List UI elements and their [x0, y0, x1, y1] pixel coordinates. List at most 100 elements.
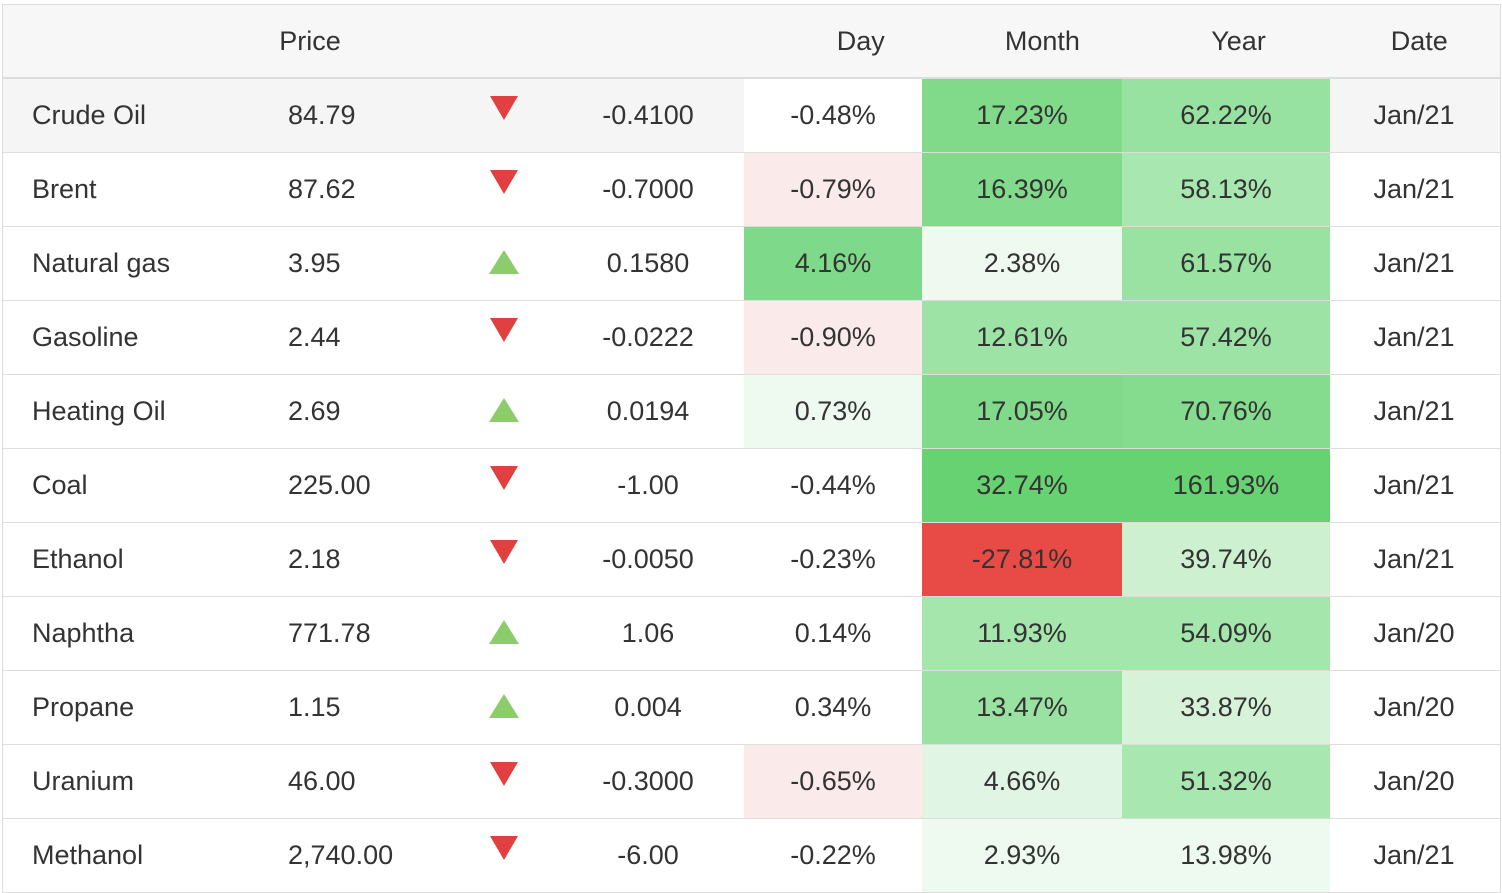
header-year[interactable]: Year	[1211, 25, 1266, 56]
price-cell: 771.78	[288, 618, 371, 648]
price-cell: 87.62	[288, 174, 356, 204]
date-cell: Jan/20	[1373, 618, 1455, 648]
table-row[interactable]: Brent 87.62 -0.7000 -0.79% 16.39% 58.13% Jan/2…	[3, 153, 1500, 227]
commodity-name-link[interactable]: Methanol	[32, 840, 144, 870]
day-change-cell: 4.16%	[744, 227, 922, 300]
arrow-down-icon	[490, 761, 518, 786]
day-change-cell: -0.79%	[744, 153, 922, 226]
table-row[interactable]: Naphtha 771.78 1.06 0.14% 11.93% 54.09% Jan/20	[3, 597, 1500, 671]
header-change	[497, 5, 775, 77]
price-cell: 2.69	[288, 396, 341, 426]
table-row[interactable]: Coal 225.00 -1.00 -0.44% 32.74% 161.93% Jan/21	[3, 449, 1500, 523]
day-change-cell: -0.90%	[744, 301, 922, 374]
year-change-cell: 57.42%	[1122, 301, 1330, 374]
direction-cell	[456, 597, 552, 670]
year-change-cell: 13.98%	[1122, 819, 1330, 892]
header-day[interactable]: Day	[836, 25, 885, 56]
change-cell: -0.4100	[602, 100, 694, 130]
arrow-up-icon	[489, 619, 519, 644]
arrow-up-icon	[489, 397, 519, 422]
direction-cell	[456, 227, 552, 300]
table-row[interactable]: Natural gas 3.95 0.1580 4.16% 2.38% 61.57% Jan…	[3, 227, 1500, 301]
arrow-down-icon	[490, 835, 518, 860]
commodity-name-link[interactable]: Crude Oil	[32, 100, 147, 130]
direction-cell	[456, 671, 552, 744]
commodity-name-link[interactable]: Heating Oil	[32, 396, 166, 426]
table-row[interactable]: Ethanol 2.18 -0.0050 -0.23% -27.81% 39.74% Jan…	[3, 523, 1500, 597]
change-cell: -1.00	[617, 470, 679, 500]
change-cell: 0.1580	[606, 248, 690, 278]
arrow-down-icon	[490, 539, 518, 564]
price-cell: 3.95	[288, 248, 341, 278]
header-month[interactable]: Month	[1004, 25, 1080, 56]
date-cell: Jan/21	[1373, 396, 1455, 426]
table-body: Crude Oil 84.79 -0.4100 -0.48% 17.23% 62.22% J…	[3, 79, 1500, 893]
table-row[interactable]: Methanol 2,740.00 -6.00 -0.22% 2.93% 13.98% Ja…	[3, 819, 1500, 893]
commodity-name-link[interactable]: Gasoline	[32, 322, 139, 352]
table-row[interactable]: Heating Oil 2.69 0.0194 0.73% 17.05% 70.76% Ja…	[3, 375, 1500, 449]
change-cell: -0.0050	[602, 544, 694, 574]
commodities-table: Price Day Month Year Date Crude Oil 84.79…	[2, 4, 1501, 893]
commodity-name-link[interactable]: Uranium	[32, 766, 135, 796]
month-change-cell: 17.23%	[922, 79, 1122, 152]
day-change-cell: 0.73%	[744, 375, 922, 448]
arrow-up-icon	[489, 249, 519, 274]
month-change-cell: 4.66%	[922, 745, 1122, 818]
price-cell: 2.18	[288, 544, 341, 574]
date-cell: Jan/21	[1373, 174, 1455, 204]
direction-cell	[456, 819, 552, 892]
year-change-cell: 39.74%	[1122, 523, 1330, 596]
header-date[interactable]: Date	[1390, 25, 1448, 56]
direction-cell	[456, 449, 552, 522]
year-change-cell: 54.09%	[1122, 597, 1330, 670]
arrow-down-icon	[490, 317, 518, 342]
commodity-name-link[interactable]: Naphtha	[32, 618, 135, 648]
arrow-down-icon	[490, 169, 518, 194]
price-cell: 84.79	[288, 100, 356, 130]
month-change-cell: 11.93%	[922, 597, 1122, 670]
day-change-cell: -0.44%	[744, 449, 922, 522]
month-change-cell: 2.38%	[922, 227, 1122, 300]
date-cell: Jan/20	[1373, 766, 1455, 796]
direction-cell	[456, 523, 552, 596]
day-change-cell: -0.48%	[744, 79, 922, 152]
table-row[interactable]: Propane 1.15 0.004 0.34% 13.47% 33.87% Jan/20	[3, 671, 1500, 745]
change-cell: 0.0194	[606, 396, 690, 426]
change-cell: 0.004	[614, 692, 682, 722]
commodity-name-link[interactable]: Coal	[32, 470, 88, 500]
day-change-cell: -0.65%	[744, 745, 922, 818]
month-change-cell: 2.93%	[922, 819, 1122, 892]
header-price[interactable]: Price	[279, 25, 341, 56]
month-change-cell: -27.81%	[922, 523, 1122, 596]
date-cell: Jan/21	[1373, 248, 1455, 278]
change-cell: -0.7000	[602, 174, 694, 204]
date-cell: Jan/21	[1373, 100, 1455, 130]
commodity-name-link[interactable]: Brent	[32, 174, 97, 204]
date-cell: Jan/21	[1373, 840, 1455, 870]
change-cell: -0.0222	[602, 322, 694, 352]
table-row[interactable]: Gasoline 2.44 -0.0222 -0.90% 12.61% 57.42% Jan…	[3, 301, 1500, 375]
price-cell: 46.00	[288, 766, 356, 796]
commodity-name-link[interactable]: Ethanol	[32, 544, 124, 574]
price-cell: 225.00	[288, 470, 371, 500]
month-change-cell: 32.74%	[922, 449, 1122, 522]
day-change-cell: 0.14%	[744, 597, 922, 670]
year-change-cell: 58.13%	[1122, 153, 1330, 226]
change-cell: 1.06	[621, 618, 675, 648]
change-cell: -0.3000	[602, 766, 694, 796]
year-change-cell: 33.87%	[1122, 671, 1330, 744]
commodity-name-link[interactable]: Natural gas	[32, 248, 171, 278]
arrow-down-icon	[490, 95, 518, 120]
year-change-cell: 51.32%	[1122, 745, 1330, 818]
table-row[interactable]: Crude Oil 84.79 -0.4100 -0.48% 17.23% 62.22% J…	[3, 79, 1500, 153]
day-change-cell: 0.34%	[744, 671, 922, 744]
year-change-cell: 62.22%	[1122, 79, 1330, 152]
arrow-down-icon	[490, 465, 518, 490]
change-cell: -6.00	[617, 840, 679, 870]
day-change-cell: -0.22%	[744, 819, 922, 892]
month-change-cell: 12.61%	[922, 301, 1122, 374]
table-row[interactable]: Uranium 46.00 -0.3000 -0.65% 4.66% 51.32% Jan/…	[3, 745, 1500, 819]
commodity-name-link[interactable]: Propane	[32, 692, 135, 722]
direction-cell	[456, 745, 552, 818]
year-change-cell: 61.57%	[1122, 227, 1330, 300]
